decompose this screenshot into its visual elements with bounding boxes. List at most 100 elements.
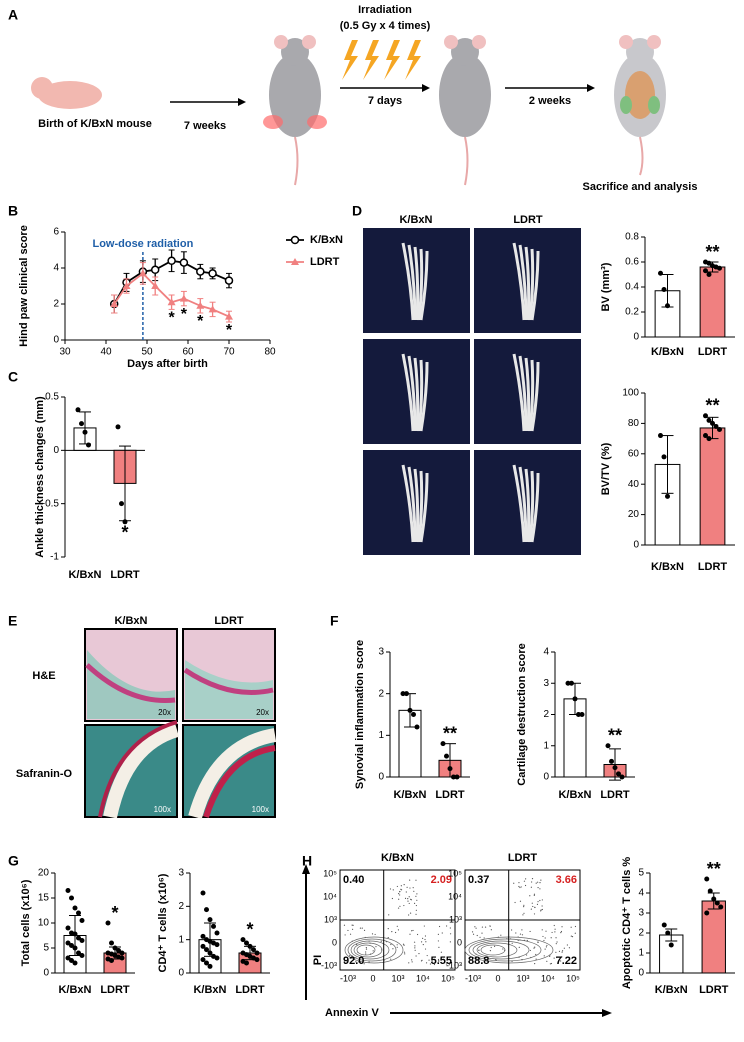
data-point [661,454,667,460]
event-dot [534,906,536,908]
significance: * [197,313,204,330]
quadrant-value: 5.55 [431,955,452,967]
data-point [79,421,84,427]
data-point [214,942,220,948]
event-dot [363,929,366,931]
x-tick-label: LDRT [235,984,265,996]
y-axis-label: BV/TV (%) [600,442,612,495]
marker [225,312,233,320]
event-dot [553,957,555,959]
data-point [572,696,578,702]
event-dot [356,943,358,946]
x-tick-label: K/BxN [651,561,684,573]
y-axis-label: Ankle thickness changes (mm) [34,396,46,558]
tissue [183,667,274,695]
event-dot [396,946,398,948]
data-point [658,433,663,439]
event-dot [365,953,367,955]
x-tick-label: K/BxN [651,346,684,358]
data-point [706,272,712,277]
pup [38,81,102,109]
significance: * [111,903,118,923]
event-dot [481,962,484,964]
marker [150,265,160,275]
data-point [240,937,246,943]
event-dot [351,924,353,926]
event-dot [415,895,417,897]
y-tick-label: 10⁴ [323,891,337,901]
data-point [76,935,81,941]
event-dot [440,951,442,953]
y-tick-label: 40 [628,479,640,490]
y-axis-label: CD4⁺ T cells (x10⁶) [157,873,169,972]
event-dot [523,905,525,908]
bone [512,242,526,321]
event-dot [475,927,477,929]
bone [407,466,417,543]
data-point [714,900,720,906]
event-dot [403,904,405,907]
event-dot [375,946,377,948]
y-tick-label: 0 [633,332,639,343]
event-dot [433,963,436,966]
data-point [214,930,220,936]
event-dot [365,946,367,949]
event-dot [343,960,345,963]
event-dot [399,905,401,907]
y-tick-label: 0 [633,540,639,551]
event-dot [560,960,562,962]
significance: ** [707,859,721,879]
scheme-text: Sacrifice and analysis [583,181,698,193]
event-dot [343,924,346,926]
contour [480,944,506,956]
data-point [254,957,260,963]
data-point [612,765,618,771]
bone [528,248,535,321]
event-dot [402,943,405,945]
x-tick-label: LDRT [435,789,465,801]
event-dot [514,901,516,904]
event-dot [409,879,411,881]
x-tick-label: K/BxN [655,984,688,996]
magnification: 100x [252,805,269,814]
event-dot [541,929,543,931]
x-tick-label: 50 [141,347,153,358]
event-dot [484,926,487,928]
data-point [444,753,449,759]
y-tick-label: 0 [53,335,59,346]
event-dot [389,888,392,890]
bar [699,266,726,338]
event-dot [416,933,419,936]
marker [167,256,176,266]
event-dot [478,949,480,951]
event-dot [415,909,417,911]
lightning [342,40,421,80]
contour [356,944,376,956]
significance: * [181,306,188,323]
tissue [103,723,180,819]
event-dot [408,902,410,905]
y-tick-label: -0.5 [42,498,60,509]
data-point [718,904,724,910]
event-dot [371,933,374,935]
event-dot [533,913,536,915]
event-dot [388,914,390,916]
marker [196,301,205,309]
bone [528,359,535,432]
event-dot [530,886,532,888]
x-tick-label: 70 [223,347,235,358]
data-point [704,876,710,882]
event-dot [563,947,565,949]
event-dot [426,954,428,957]
y-tick-label: 10 [38,918,50,929]
scheme-text: 7 weeks [184,120,226,132]
data-point [79,938,85,943]
data-point [616,771,621,777]
event-dot [521,929,523,931]
x-tick-label: K/BxN [68,569,101,581]
flow-title: K/BxN [381,852,414,864]
event-dot [533,947,535,949]
event-dot [479,958,481,960]
event-dot [415,879,417,881]
event-dot [396,925,398,927]
